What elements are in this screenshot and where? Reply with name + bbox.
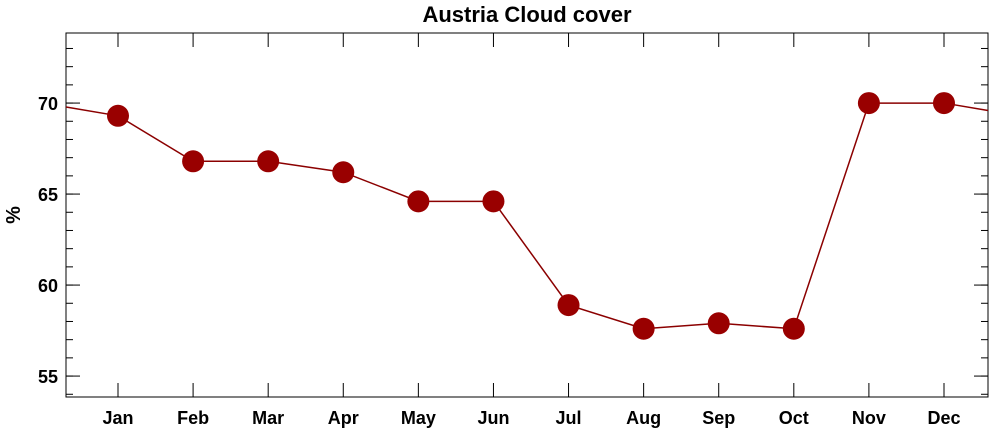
x-tick-label: Jun [477, 408, 509, 428]
x-tick-label: Oct [779, 408, 809, 428]
chart-title: Austria Cloud cover [422, 2, 631, 27]
data-point [182, 150, 205, 173]
data-point [107, 104, 129, 127]
x-tick-label: Aug [626, 408, 661, 428]
x-tick-label: Feb [177, 408, 209, 428]
data-point [482, 190, 505, 213]
y-tick-label: 60 [38, 276, 58, 296]
data-point [932, 92, 955, 115]
data-point [632, 317, 655, 340]
y-axis-label: % [3, 206, 25, 224]
data-point [707, 312, 730, 335]
y-tick-label: 55 [38, 367, 58, 387]
x-tick-label: Jul [556, 408, 582, 428]
y-tick-label: 70 [38, 94, 58, 114]
x-tick-label: Mar [252, 408, 284, 428]
x-tick-label: Sep [702, 408, 735, 428]
x-tick-label: Apr [328, 408, 359, 428]
series-line [117, 102, 944, 330]
data-point [782, 317, 805, 340]
data-point [257, 150, 280, 173]
x-tick-label: Nov [852, 408, 886, 428]
x-tick-label: Jan [102, 408, 133, 428]
data-point [332, 161, 355, 184]
plot-frame [65, 32, 989, 398]
data-point [407, 190, 430, 213]
x-tick-label: May [401, 408, 436, 428]
data-point [857, 92, 880, 115]
y-tick-label: 65 [38, 185, 58, 205]
x-tick-label: Dec [927, 408, 960, 428]
data-point [557, 294, 580, 317]
